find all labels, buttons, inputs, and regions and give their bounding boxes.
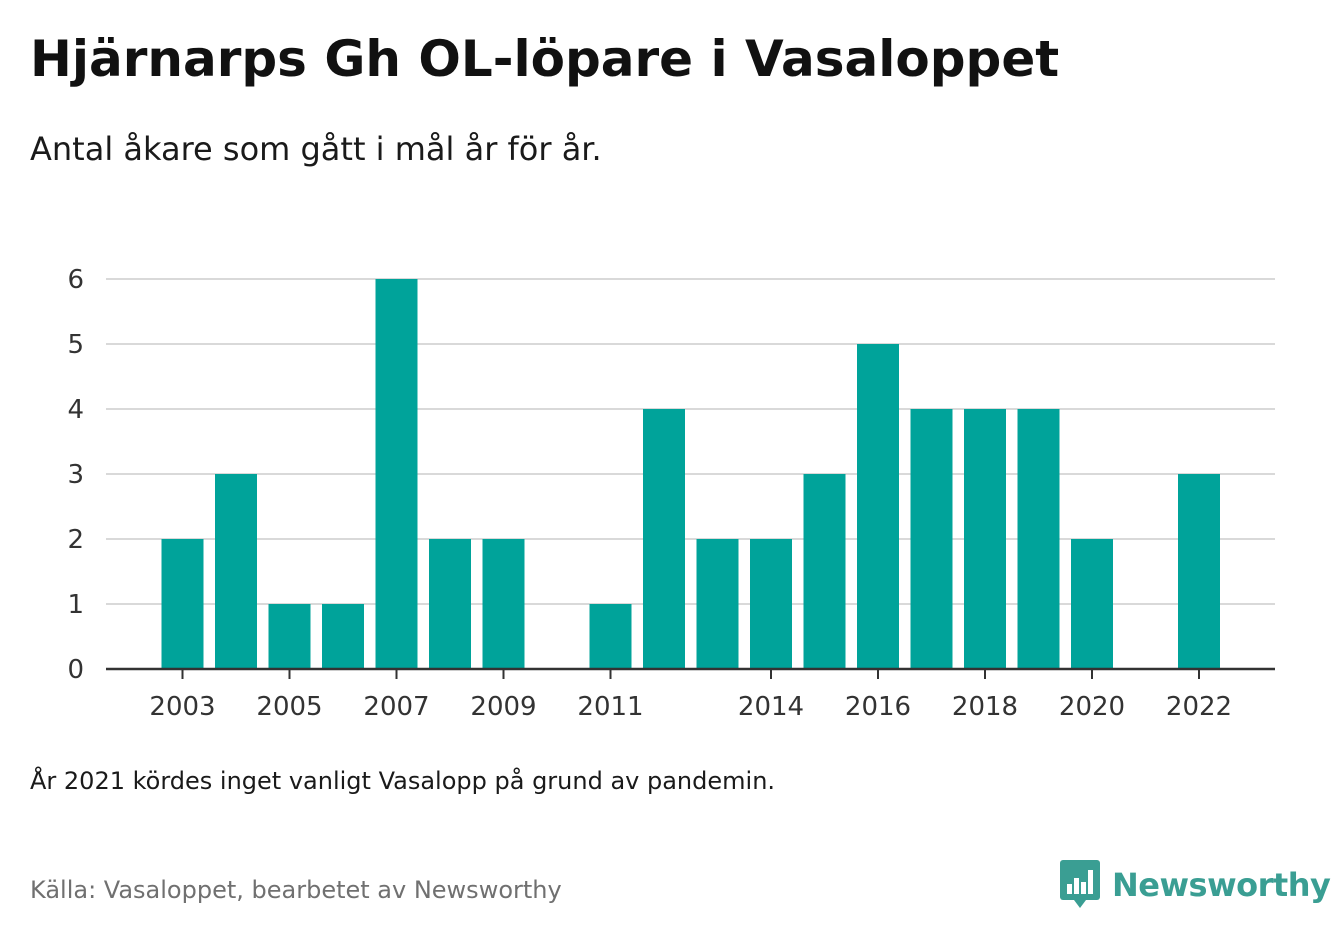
x-tick-label: 2007 <box>363 692 429 722</box>
x-tick-label: 2016 <box>845 692 911 722</box>
source-text: Källa: Vasaloppet, bearbetet av Newswort… <box>30 876 562 904</box>
y-tick-label: 5 <box>67 330 84 360</box>
x-tick-label: 2005 <box>256 692 322 722</box>
bar-2007 <box>375 279 418 669</box>
bar-2015 <box>803 474 846 669</box>
y-tick-label: 4 <box>67 395 84 425</box>
bar-2005 <box>268 604 311 669</box>
x-tick-label: 2018 <box>952 692 1018 722</box>
y-tick-label: 1 <box>67 590 84 620</box>
bar-2003 <box>161 539 204 669</box>
bar-2016 <box>857 344 899 669</box>
bar-2020 <box>1071 539 1113 669</box>
y-tick-label: 2 <box>67 525 84 555</box>
bar-2019 <box>1017 409 1060 669</box>
bar-2004 <box>215 474 257 669</box>
x-tick-label: 2022 <box>1166 692 1232 722</box>
bar-2012 <box>643 409 685 669</box>
y-tick-label: 6 <box>67 265 84 295</box>
brand-name: Newsworthy <box>1112 866 1331 904</box>
x-tick-label: 2011 <box>577 692 643 722</box>
x-tick-label: 2014 <box>738 692 804 722</box>
x-tick-label: 2020 <box>1059 692 1125 722</box>
bar-2011 <box>589 604 632 669</box>
bar-2009 <box>482 539 525 669</box>
x-tick-label: 2009 <box>470 692 536 722</box>
x-tick-label: 2003 <box>149 692 215 722</box>
chart-note: År 2021 kördes inget vanligt Vasalopp på… <box>30 767 776 795</box>
bar-chart: 0 1 2 3 4 5 6 2003 2005 2007 2009 2011 2014 2016 2018 2… <box>67 265 1275 722</box>
chart-subtitle: Antal åkare som gått i mål år för år. <box>30 130 602 168</box>
y-tick-label: 3 <box>67 460 84 490</box>
y-tick-label: 0 <box>67 655 84 685</box>
chart-title: Hjärnarps Gh OL-löpare i Vasaloppet <box>30 30 1060 88</box>
bar-2018 <box>964 409 1006 669</box>
newsworthy-logo-icon <box>1060 860 1100 908</box>
bar-2008 <box>429 539 471 669</box>
bar-2022 <box>1178 474 1220 669</box>
newsworthy-logo: Newsworthy <box>1060 860 1331 910</box>
bar-2013 <box>696 539 739 669</box>
bar-2014 <box>750 539 792 669</box>
bar-2017 <box>910 409 953 669</box>
bar-2006 <box>322 604 364 669</box>
